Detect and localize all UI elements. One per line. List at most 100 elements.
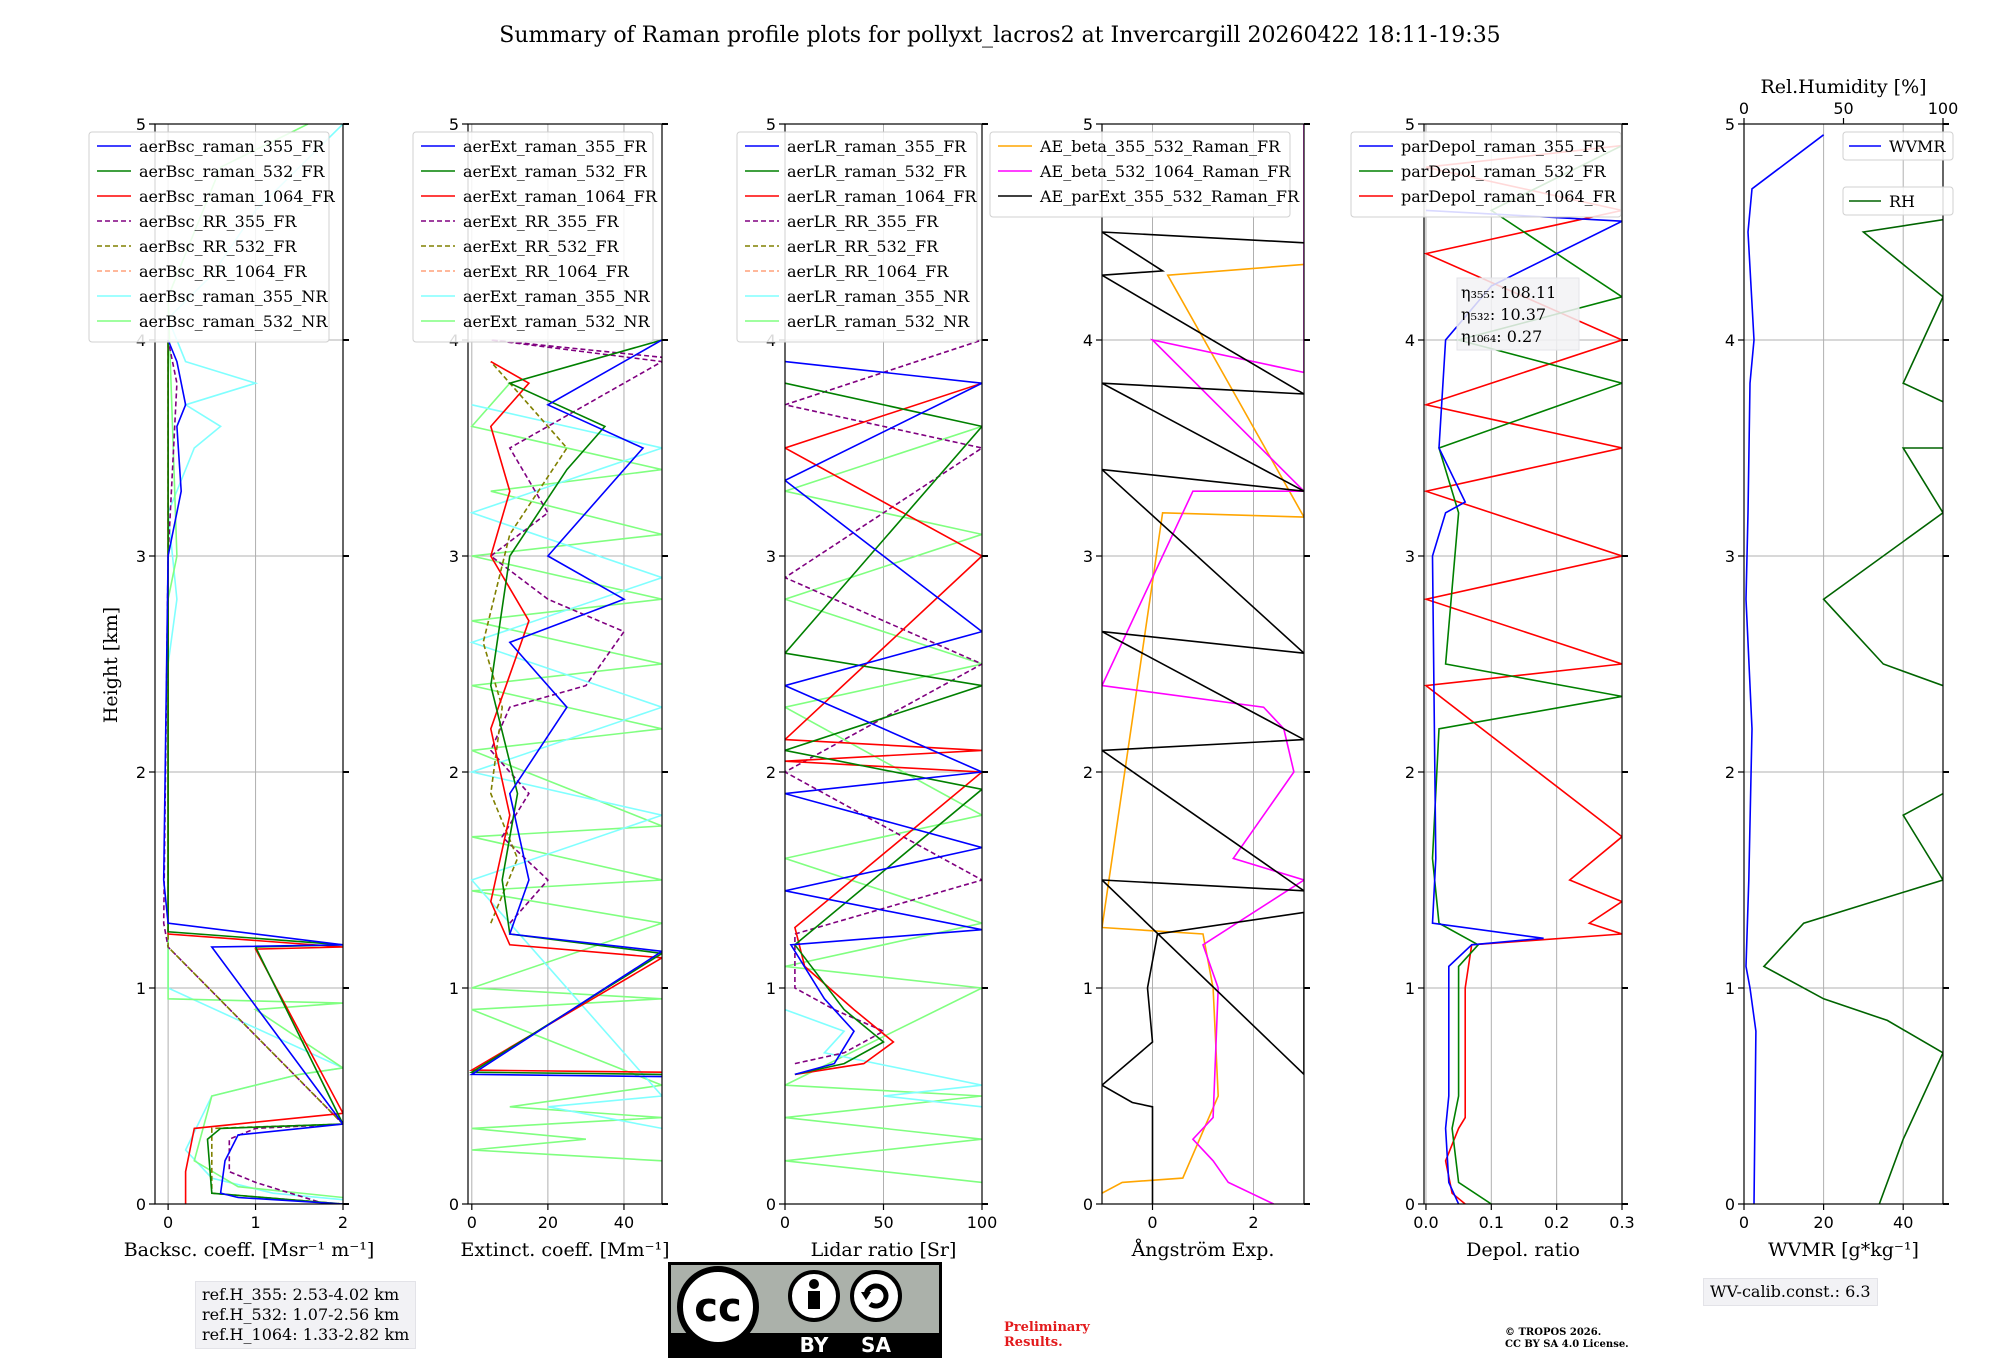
legend-box-wv — [1842, 131, 1954, 161]
ref-height-355: ref.H_355: 2.53-4.02 km — [202, 1285, 400, 1304]
y-tick-label-ext: 1 — [449, 979, 459, 998]
series-aerBsc_RR_355_FR — [162, 339, 343, 1204]
legend-label-wv: RH — [1889, 192, 1915, 211]
series-aerBsc_raman_1064_FR — [167, 340, 343, 1204]
legend-label-bsc: aerBsc_raman_532_FR — [139, 162, 325, 181]
copyright-note: © TROPOS 2026. CC BY SA 4.0 License. — [1505, 1327, 1705, 1351]
y-tick-label-depol: 4 — [1405, 331, 1415, 350]
by-label: BY — [800, 1333, 829, 1357]
copyright-line-2: CC BY SA 4.0 License. — [1505, 1339, 1629, 1350]
x-tick-label-bsc: 2 — [338, 1213, 348, 1232]
y-tick-label-bsc: 0 — [136, 1195, 146, 1214]
legend-box-wv — [1842, 186, 1954, 216]
series-aerExt_raman_355_FR — [469, 339, 662, 1078]
panel-depol: 0.0 0.1 0.2 0.3 0 1 2 3 4 5 Depol. ratio parDepol_r… — [1350, 115, 1635, 1261]
legend-label-wv: WVMR — [1889, 137, 1946, 156]
x-tick-label-ae: 2 — [1248, 1213, 1258, 1232]
legend-label-ae: AE_parExt_355_532_Raman_FR — [1039, 187, 1300, 206]
legend-label-ext: aerExt_raman_1064_FR — [463, 187, 658, 206]
legend-label-lr: aerLR_raman_532_NR — [787, 312, 970, 331]
ref-height-532: ref.H_532: 1.07-2.56 km — [202, 1305, 400, 1324]
series-AE_beta_532_1064_Raman_FR — [1102, 124, 1304, 1204]
y-tick-label-ae: 3 — [1083, 547, 1093, 566]
legend-label-ext: aerExt_raman_355_FR — [463, 137, 648, 156]
legend-box-bsc — [88, 131, 330, 343]
legend-label-ext: aerExt_raman_532_NR — [463, 312, 651, 331]
x-tick-label-wv: 0 — [1739, 1213, 1749, 1232]
eta-annotation-line: η₁₀₆₄: 0.27 — [1461, 327, 1542, 346]
legend-box-depol — [1350, 131, 1622, 218]
eta-annotation-line: η₅₃₂: 10.37 — [1461, 305, 1546, 324]
x-tick-label-depol: 0.0 — [1413, 1213, 1438, 1232]
cc-symbol: cc — [694, 1285, 741, 1331]
series-group-wv — [1745, 134, 1943, 1204]
y-tick-label-wv: 2 — [1725, 763, 1735, 782]
panel-bsc: 012012345Backsc. coeff. [Msr⁻¹ m⁻¹]aerBs… — [88, 115, 374, 1261]
legend-label-bsc: aerBsc_raman_355_NR — [139, 287, 328, 306]
series-aerExt_raman_532_NR — [470, 382, 662, 1162]
preliminary-line-2: Results. — [1004, 1335, 1063, 1350]
legend-label-bsc: aerBsc_raman_532_NR — [139, 312, 328, 331]
legend-label-lr: aerLR_raman_1064_FR — [787, 187, 977, 206]
legend-label-ext: aerExt_RR_355_FR — [463, 212, 620, 231]
legend-label-bsc: aerBsc_RR_532_FR — [139, 237, 297, 256]
legend-box-ae — [989, 131, 1291, 218]
x-tick-label-wv: 40 — [1893, 1213, 1913, 1232]
y-tick-label-depol: 3 — [1405, 547, 1415, 566]
y-tick-label-ae: 5 — [1083, 115, 1093, 134]
legend-label-ext: aerExt_raman_532_FR — [463, 162, 648, 181]
series-group-lr — [785, 339, 982, 1184]
x-axis-label-lr: Lidar ratio [Sr] — [811, 1239, 957, 1261]
series-aerLR_raman_532_FR — [785, 382, 982, 1076]
y-tick-label-lr: 1 — [766, 979, 776, 998]
sa-share-alike-icon — [850, 1270, 902, 1322]
sa-label: SA — [861, 1333, 891, 1357]
y-tick-label-ext: 2 — [449, 763, 459, 782]
y-tick-label-bsc: 5 — [136, 115, 146, 134]
copyright-line-1: © TROPOS 2026. — [1505, 1327, 1602, 1338]
top-tick-label-wv: 0 — [1739, 99, 1749, 118]
y-tick-label-wv: 4 — [1725, 331, 1735, 350]
x-tick-label-ae: 0 — [1147, 1213, 1157, 1232]
y-tick-label-depol: 0 — [1405, 1195, 1415, 1214]
y-tick-label-ae: 1 — [1083, 979, 1093, 998]
eta-annotation-box — [1456, 277, 1580, 351]
x-tick-label-ext: 40 — [614, 1213, 634, 1232]
series-group-ext — [468, 339, 662, 1162]
y-tick-label-bsc: 1 — [136, 979, 146, 998]
panel-ext: 02040012345Extinct. coeff. [Mm⁻¹]aerExt_… — [412, 115, 670, 1261]
series-aerExt_raman_532_FR — [469, 339, 662, 1076]
series-aerBsc_raman_355_FR — [162, 339, 343, 1204]
preliminary-results-note: Preliminary Results. — [1004, 1320, 1124, 1350]
panel-lr: 050100012345Lidar ratio [Sr]aerLR_raman_… — [736, 115, 997, 1261]
wv-calibration-box: WV-calib.const.: 6.3 — [1703, 1278, 1878, 1306]
y-tick-label-wv: 0 — [1725, 1195, 1735, 1214]
legend-label-lr: aerLR_raman_355_NR — [787, 287, 970, 306]
series-aerExt_RR_532_FR — [482, 361, 568, 924]
eta-annotation-line: η₃₅₅: 108.11 — [1461, 283, 1556, 302]
y-tick-label-lr: 0 — [766, 1195, 776, 1214]
legend-label-bsc: aerBsc_raman_1064_FR — [139, 187, 336, 206]
axes-frame-ext — [467, 123, 663, 1205]
x-tick-label-depol: 0.2 — [1544, 1213, 1569, 1232]
axes-frame-depol — [1423, 123, 1623, 1205]
series-RH — [1762, 218, 1943, 1204]
x-tick-label-lr: 0 — [780, 1213, 790, 1232]
y-tick-label-ext: 0 — [449, 1195, 459, 1214]
wv-calibration-constant: WV-calib.const.: 6.3 — [1710, 1282, 1871, 1301]
figure-title: Summary of Raman profile plots for polly… — [499, 23, 1500, 48]
series-aerBsc_raman_532_NR — [167, 124, 343, 1199]
series-aerExt_raman_1064_FR — [468, 360, 662, 1073]
legend-box-ext — [412, 131, 654, 343]
legend-label-depol: parDepol_raman_1064_FR — [1401, 187, 1617, 206]
legend-label-lr: aerLR_RR_532_FR — [787, 237, 939, 256]
x-tick-label-bsc: 1 — [250, 1213, 260, 1232]
legend-label-ext: aerExt_raman_355_NR — [463, 287, 651, 306]
y-tick-label-depol: 5 — [1405, 115, 1415, 134]
top-tick-label-wv: 50 — [1833, 99, 1853, 118]
y-tick-label-ae: 0 — [1083, 1195, 1093, 1214]
axes-frame-ae — [1101, 123, 1305, 1205]
legend-label-depol: parDepol_raman_532_FR — [1401, 162, 1607, 181]
x-axis-label-ae: Ångström Exp. — [1131, 1239, 1275, 1261]
legend-label-bsc: aerBsc_raman_355_FR — [139, 137, 325, 156]
